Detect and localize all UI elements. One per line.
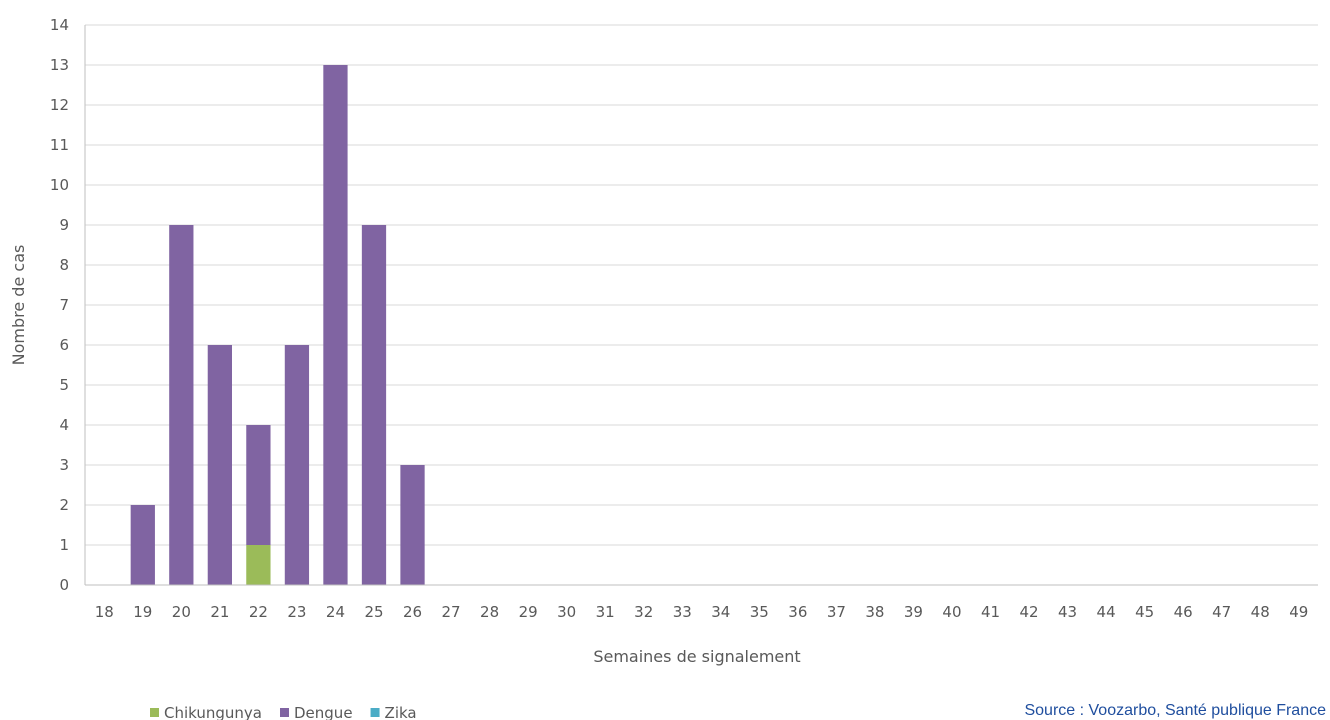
legend-label: Dengue: [294, 704, 353, 720]
legend: Chikungunya Dengue Zika: [150, 704, 417, 720]
x-tick-label: 46: [1174, 603, 1193, 621]
bar-dengue-22: [246, 425, 271, 545]
y-tick-label: 12: [50, 96, 69, 114]
bar-dengue-26: [400, 465, 425, 585]
bar-chikungunya-22: [246, 545, 271, 585]
y-tick-label: 1: [59, 536, 69, 554]
x-tick-label: 20: [172, 603, 191, 621]
y-tick-label: 6: [59, 336, 69, 354]
x-tick-label: 33: [673, 603, 692, 621]
x-tick-label: 40: [942, 603, 961, 621]
x-tick-label: 18: [95, 603, 114, 621]
x-tick-label: 27: [442, 603, 461, 621]
y-tick-label: 4: [59, 416, 69, 434]
x-tick-label: 36: [788, 603, 807, 621]
x-tick-labels: 18 19 20 21 22 23 24 25 26 27 28 29 30 31 32 33 34 35 36 37…: [95, 603, 1309, 621]
legend-item-dengue: Dengue: [280, 704, 353, 720]
y-axis-title: Nombre de cas: [9, 245, 28, 366]
x-tick-label: 42: [1019, 603, 1038, 621]
x-tick-label: 29: [519, 603, 538, 621]
x-tick-label: 28: [480, 603, 499, 621]
legend-swatch: [370, 708, 380, 717]
legend-swatch: [280, 708, 289, 717]
bar-dengue-21: [207, 345, 232, 585]
bar-dengue-24: [323, 65, 348, 585]
legend-item-chikungunya: Chikungunya: [150, 704, 262, 720]
x-tick-label: 34: [711, 603, 730, 621]
bar-dengue-23: [284, 345, 310, 585]
x-tick-label: 19: [133, 603, 152, 621]
x-tick-label: 35: [750, 603, 769, 621]
y-tick-label: 9: [59, 216, 69, 234]
legend-label: Chikungunya: [164, 704, 262, 720]
bar-dengue-19: [130, 505, 155, 585]
x-tick-label: 49: [1289, 603, 1308, 621]
y-tick-label: 7: [59, 296, 69, 314]
x-tick-label: 48: [1251, 603, 1270, 621]
x-tick-label: 23: [287, 603, 306, 621]
x-tick-label: 32: [634, 603, 653, 621]
x-tick-label: 44: [1097, 603, 1116, 621]
x-tick-label: 24: [326, 603, 345, 621]
y-tick-label: 5: [59, 376, 69, 394]
y-tick-label: 3: [59, 456, 69, 474]
legend-label: Zika: [385, 704, 417, 720]
legend-item-zika: Zika: [370, 704, 417, 720]
x-tick-label: 26: [403, 603, 422, 621]
x-tick-label: 21: [210, 603, 229, 621]
y-tick-label: 8: [59, 256, 69, 274]
x-axis-title: Semaines de signalement: [593, 647, 800, 666]
y-tick-label: 14: [50, 16, 69, 34]
x-tick-label: 41: [981, 603, 1000, 621]
x-tick-label: 39: [904, 603, 923, 621]
bar-dengue-25: [361, 225, 387, 585]
bar-dengue-20: [169, 225, 194, 585]
x-tick-label: 30: [557, 603, 576, 621]
legend-swatch: [150, 708, 159, 717]
y-tick-label: 2: [59, 496, 69, 514]
y-tick-label: 11: [50, 136, 69, 154]
y-tick-label: 10: [50, 176, 69, 194]
x-tick-label: 25: [364, 603, 383, 621]
bars: [130, 65, 425, 585]
x-tick-label: 47: [1212, 603, 1231, 621]
x-tick-label: 45: [1135, 603, 1154, 621]
x-tick-label: 37: [827, 603, 846, 621]
y-tick-label: 13: [50, 56, 69, 74]
x-tick-label: 22: [249, 603, 268, 621]
x-tick-label: 31: [596, 603, 615, 621]
x-tick-label: 43: [1058, 603, 1077, 621]
source-note: Source : Voozarbo, Santé publique France: [1024, 702, 1326, 719]
x-tick-label: 38: [865, 603, 884, 621]
y-tick-label: 0: [59, 576, 69, 594]
